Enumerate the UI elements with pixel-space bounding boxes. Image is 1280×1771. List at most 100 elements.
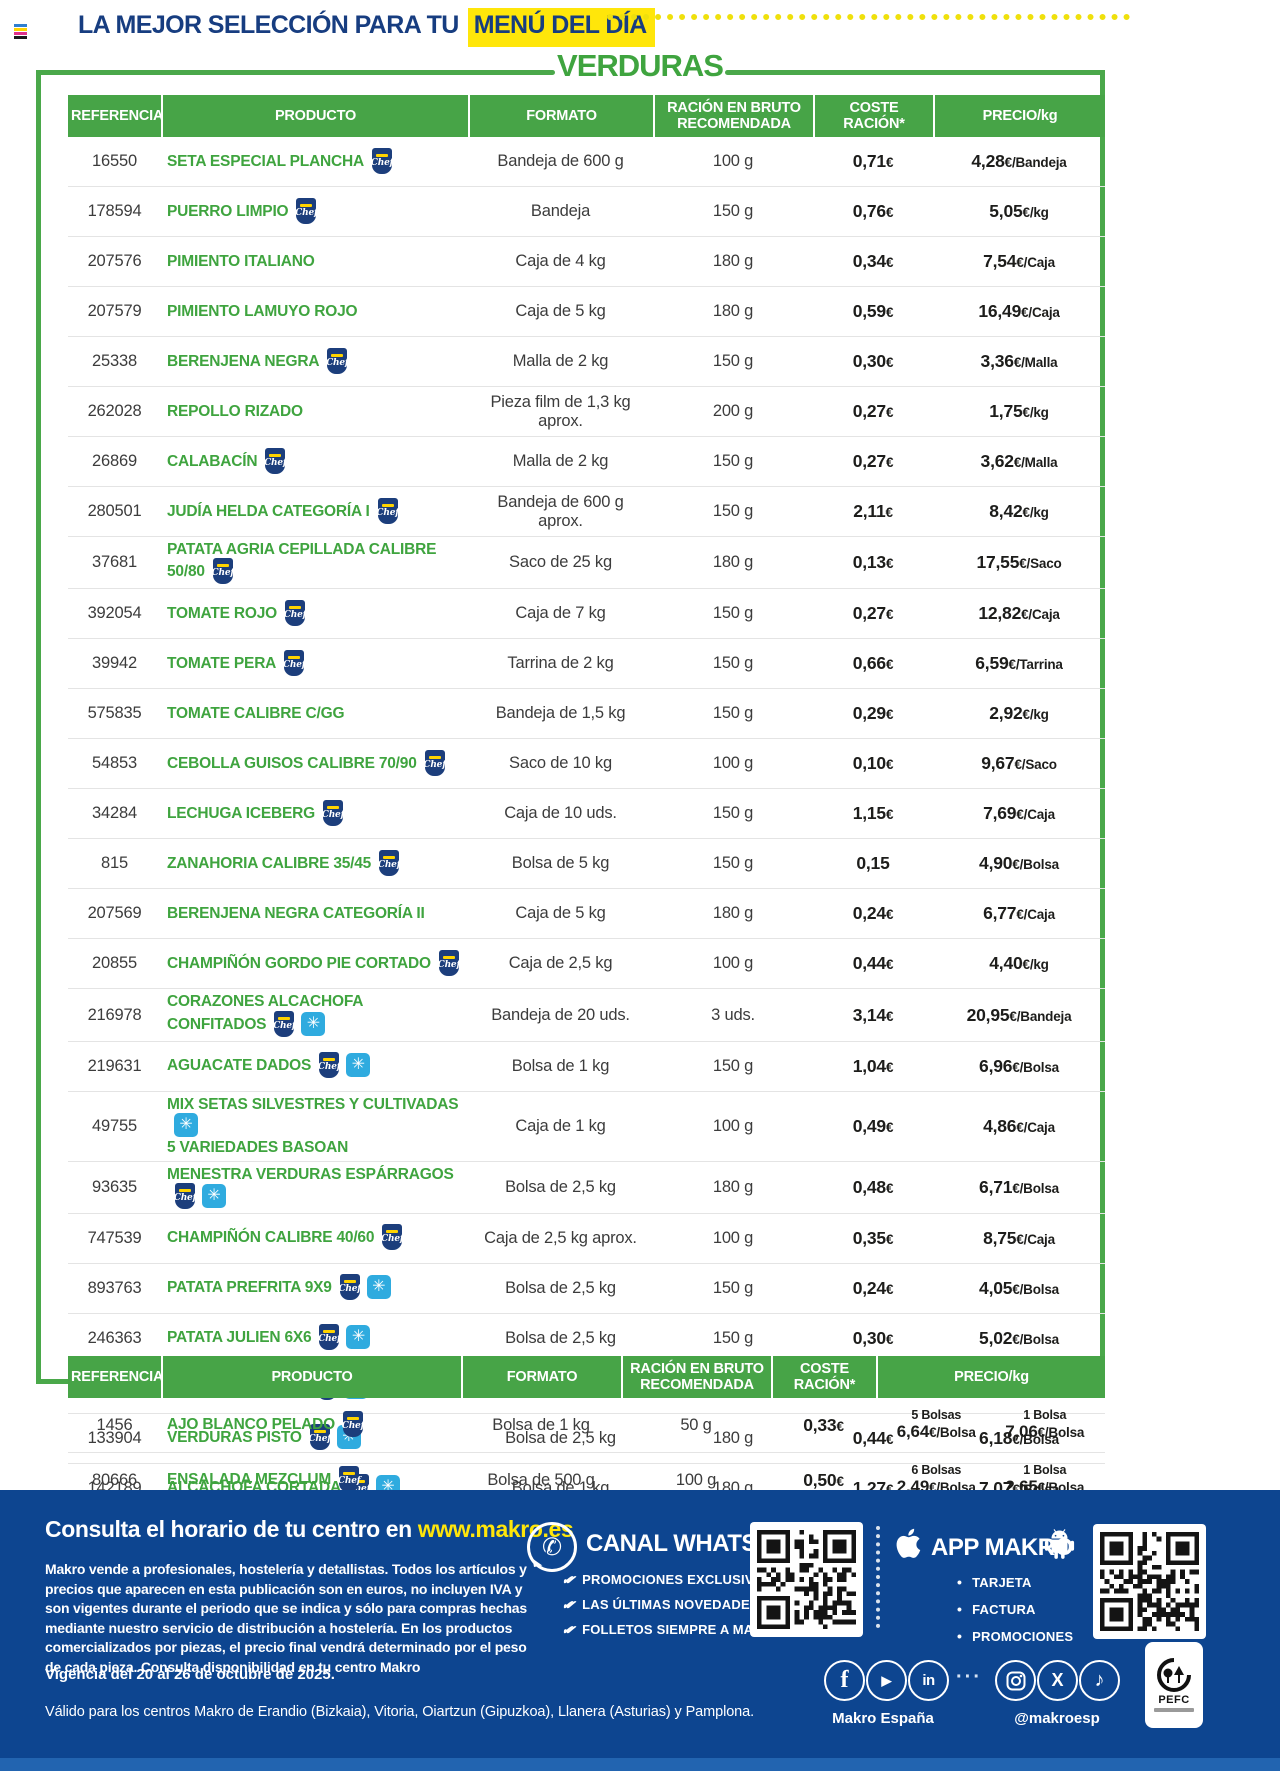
price-number: 4,05 — [979, 1277, 1013, 1298]
product-cell: BERENJENA NEGRA Chef — [161, 337, 468, 387]
price-number: 0,30 — [852, 351, 886, 371]
app-makro-title: APP MAKRO — [931, 1534, 1073, 1561]
price-number: 0,24 — [852, 903, 886, 924]
portion-cell: 100 g — [653, 1214, 813, 1264]
product-cell: PUERRO LIMPIO Chef — [161, 187, 468, 237]
portion-cost-cell: 0,34€ — [813, 237, 933, 287]
page-header: LA MEJOR SELECCIÓN PARA TU MENÚ DEL DÍA — [78, 8, 655, 47]
price-unit: € — [885, 1180, 894, 1196]
products-table: REFERENCIA PRODUCTO FORMATO RACIÓN EN BR… — [68, 95, 1105, 1564]
portion-cell: 150 g — [653, 437, 813, 487]
product-name: LECHUGA ICEBERG — [167, 804, 315, 822]
price-number: 17,55 — [976, 552, 1020, 573]
chef-badge-bar — [179, 1188, 191, 1192]
social-handle-label: @makroesp — [1014, 1710, 1100, 1727]
product-name: CALABACÍN — [167, 452, 258, 470]
price-unit: € — [885, 1119, 894, 1135]
format-cell: Pieza film de 1,3 kg aprox. — [468, 387, 653, 437]
table-row: 262028 REPOLLO RIZADO Pieza film de 1,3 kg… — [68, 387, 1105, 437]
price-unit: €/Caja — [1021, 305, 1060, 320]
table-row: 39942 TOMATE PERA Chef Tarrina de 2 kg 150 g… — [68, 639, 1105, 690]
price-number: 6,71 — [979, 1176, 1013, 1197]
chef-badge-bar — [343, 1280, 356, 1284]
price-number: 0,44 — [852, 1427, 886, 1448]
chef-badge-text: Chef — [377, 859, 401, 870]
price-unit: € — [885, 1331, 894, 1347]
product-name: CHAMPIÑÓN CALIBRE 40/60 — [167, 1229, 375, 1247]
price-number: 4,28 — [971, 151, 1005, 171]
reference-cell: 49755 — [68, 1092, 161, 1162]
price-unit: €/Bolsa — [1012, 857, 1059, 873]
portion-cost-cell: 1,15€ — [813, 789, 933, 840]
product-name: SETA ESPECIAL PLANCHA — [167, 152, 365, 170]
reference-cell: 575835 — [68, 689, 161, 740]
price-unit: €/Bandeja — [1004, 155, 1067, 170]
chef-badge-text: Chef — [348, 1485, 371, 1494]
reference-cell: 93635 — [68, 1162, 161, 1214]
price-number: 0,30 — [852, 1327, 886, 1348]
product-name: PATATA JULIEN 6X6 — [167, 1329, 312, 1347]
reference-cell: 207579 — [68, 287, 161, 337]
price-number: 0,13 — [852, 552, 886, 573]
portion-cost-cell: 0,24€ — [813, 1264, 933, 1314]
chef-badge-text: Chef — [370, 157, 394, 168]
portion-cell: 180 g — [653, 237, 813, 287]
table-header-row: REFERENCIA PRODUCTO FORMATO RACIÓN EN BR… — [68, 1356, 1105, 1398]
table-row: 815 ZANAHORIA CALIBRE 35/45 Chef Bolsa de 5… — [68, 839, 1105, 890]
format-cell: Bandeja de 600 g aprox. — [468, 487, 653, 537]
price-cell: 7,69€/Caja — [933, 789, 1105, 840]
linkedin-icon[interactable]: in — [908, 1660, 949, 1701]
reference-cell: 16550 — [68, 137, 161, 187]
instagram-icon[interactable] — [995, 1660, 1036, 1701]
reference-cell: 815 — [68, 839, 161, 890]
price-number: 0,29 — [852, 703, 886, 724]
price-number: 0,35 — [852, 1227, 886, 1248]
price-number: 4,40 — [989, 953, 1023, 974]
price-cell: 4,90€/Bolsa — [933, 839, 1105, 890]
makro-chef-badge-icon: Chef — [295, 197, 318, 224]
portion-cost-cell: 0,27€ — [813, 387, 933, 437]
price-cell: 3,36€/Malla — [933, 337, 1105, 387]
tiktok-icon[interactable]: ♪ — [1079, 1660, 1120, 1701]
chef-badge-text: Chef — [318, 1334, 341, 1345]
price-number: 6,18 — [979, 1427, 1013, 1448]
product-cell: CALABACÍN Chef — [161, 437, 468, 487]
portion-cost-cell: 0,66€ — [813, 639, 933, 690]
chef-badge-text: Chef — [283, 609, 307, 620]
table-row: 37681 PATATA AGRIA CEPILLADA CALIBRE 50/8… — [68, 537, 1105, 590]
format-cell: Bolsa de 5 kg — [468, 839, 653, 890]
price-number: 0,10 — [852, 753, 886, 774]
x-twitter-icon[interactable]: X — [1037, 1660, 1078, 1701]
product-cell: MIX SETAS SILVESTRES Y CULTIVADAS✳ 5 VARI… — [161, 1092, 468, 1162]
format-cell: Caja de 5 kg — [468, 889, 653, 940]
product-name: MIX SETAS SILVESTRES Y CULTIVADAS — [167, 1095, 459, 1113]
youtube-icon[interactable]: ▶ — [866, 1660, 907, 1701]
price-number: 0,44 — [852, 953, 886, 974]
price-unit: € — [885, 807, 894, 823]
portion-cost-cell: 0,13€ — [813, 537, 933, 590]
whatsapp-icon: ✆ — [527, 1522, 577, 1572]
format-cell: Saco de 10 kg — [468, 739, 653, 790]
chef-badge-bar — [327, 805, 339, 809]
price-cell: 16,49€/Caja — [933, 287, 1105, 337]
chef-badge-bar — [346, 1417, 359, 1420]
reference-cell: 747539 — [68, 1214, 161, 1264]
price-unit: €/Saco — [1019, 556, 1062, 572]
format-cell: Bolsa de 2,5 kg — [468, 1414, 653, 1464]
facebook-icon[interactable]: f — [824, 1660, 865, 1701]
price-cell: 7,54€/Caja — [933, 237, 1105, 287]
table-row: 1456 AJO BLANCO PELADO Chef Bolsa de 1 kg 50… — [68, 1398, 1105, 1453]
price-number: 1,04 — [852, 1055, 886, 1076]
price-multi-cell: 5 Bolsas 6,64€/Bolsa 1 Bolsa 7,06€/Bolsa — [876, 1398, 1105, 1453]
makro-chef-badge-icon: Chef — [283, 649, 306, 676]
table-header-row: REFERENCIA PRODUCTO FORMATO RACIÓN EN BR… — [68, 95, 1105, 137]
price-number: 2,92 — [989, 703, 1023, 724]
price-number: 0,33 — [803, 1414, 837, 1435]
col-header-coste: COSTE RACIÓN* — [771, 1356, 876, 1398]
col-header-producto: PRODUCTO — [161, 95, 468, 137]
product-cell: REPOLLO RIZADO — [161, 387, 468, 437]
makro-chef-badge-icon: Chef — [273, 1010, 296, 1037]
pefc-code — [1154, 1708, 1194, 1712]
table-row: 20855 CHAMPIÑÓN GORDO PIE CORTADO Chef Caja… — [68, 939, 1105, 990]
product-cell: CEBOLLA GUISOS CALIBRE 70/90 Chef — [161, 739, 468, 790]
